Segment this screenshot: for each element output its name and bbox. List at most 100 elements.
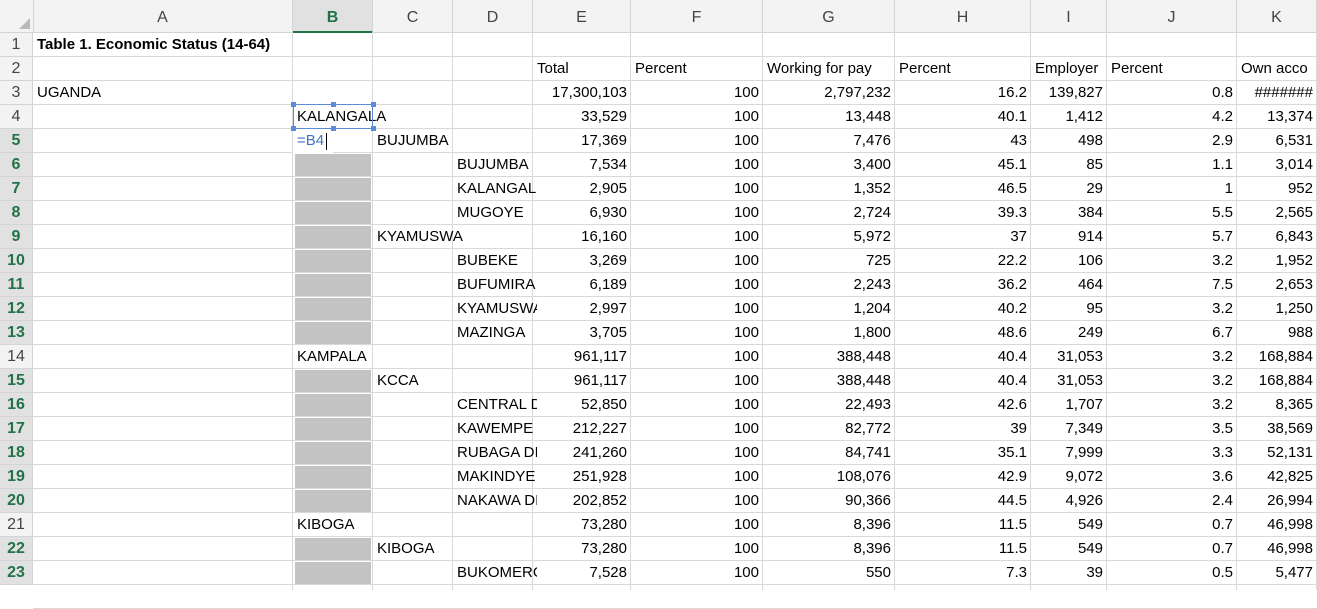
row-header-12[interactable]: 12 [0, 297, 33, 321]
cell-e11[interactable]: 6,189 [589, 276, 627, 293]
cell-d8[interactable]: MUGOYE [457, 204, 524, 221]
row-header-4[interactable]: 4 [0, 105, 33, 129]
cell-g4[interactable]: 13,448 [845, 108, 891, 125]
cell-k19[interactable]: 42,825 [1267, 468, 1313, 485]
cell-c15[interactable]: KCCA [377, 372, 419, 389]
cell-h19[interactable]: 42.9 [997, 468, 1027, 485]
shaded-cell[interactable] [295, 562, 371, 584]
column-header-f[interactable]: F [631, 0, 763, 32]
cell-k18[interactable]: 52,131 [1267, 444, 1313, 461]
cell-f7[interactable]: 100 [733, 180, 759, 197]
row-header-9[interactable]: 9 [0, 225, 33, 249]
cell-f15[interactable]: 100 [733, 372, 759, 389]
header-employer[interactable]: Employer [1035, 60, 1099, 77]
shaded-cell[interactable] [295, 466, 371, 488]
cell-g6[interactable]: 3,400 [853, 156, 891, 173]
cell-f8[interactable]: 100 [733, 204, 759, 221]
cell-f6[interactable]: 100 [733, 156, 759, 173]
cell-d18[interactable]: RUBAGA DIVISION [457, 444, 537, 461]
cell-h18[interactable]: 35.1 [997, 444, 1027, 461]
sheet-title[interactable]: Table 1. Economic Status (14-64) [37, 36, 271, 53]
cell-j13[interactable]: 6.7 [1212, 324, 1233, 341]
cell-h5[interactable]: 43 [1010, 132, 1027, 149]
row-header-11[interactable]: 11 [0, 273, 33, 297]
cell-d11[interactable]: BUFUMIRA [457, 276, 536, 293]
cell-f11[interactable]: 100 [733, 276, 759, 293]
cell-j8[interactable]: 5.5 [1212, 204, 1233, 221]
cell-f9[interactable]: 100 [733, 228, 759, 245]
header-total[interactable]: Total [537, 60, 569, 77]
cell-e23[interactable]: 7,528 [589, 564, 627, 581]
cell-k6[interactable]: 3,014 [1275, 156, 1313, 173]
row-header-16[interactable]: 16 [0, 393, 33, 417]
cell-f4[interactable]: 100 [733, 108, 759, 125]
cell-g7[interactable]: 1,352 [853, 180, 891, 197]
cell-k15[interactable]: 168,884 [1258, 372, 1313, 389]
cell-h17[interactable]: 39 [1010, 420, 1027, 437]
cell-f13[interactable]: 100 [733, 324, 759, 341]
cell-i21[interactable]: 549 [1077, 516, 1103, 533]
cell-h8[interactable]: 39.3 [997, 204, 1027, 221]
cell-k21[interactable]: 46,998 [1267, 516, 1313, 533]
cell-f5[interactable]: 100 [733, 132, 759, 149]
shaded-cell[interactable] [295, 394, 371, 416]
cell-d19[interactable]: MAKINDYE [457, 468, 536, 485]
cell-k8[interactable]: 2,565 [1275, 204, 1313, 221]
cell-f19[interactable]: 100 [733, 468, 759, 485]
cell-i3[interactable]: 139,827 [1048, 84, 1103, 101]
cell-j18[interactable]: 3.3 [1212, 444, 1233, 461]
formula-input[interactable]: =B4 [293, 129, 333, 153]
cell-j17[interactable]: 3.5 [1212, 420, 1233, 437]
cell-h20[interactable]: 44.5 [997, 492, 1027, 509]
cell-k13[interactable]: 988 [1287, 324, 1313, 341]
cell-f18[interactable]: 100 [733, 444, 759, 461]
cell-k14[interactable]: 168,884 [1258, 348, 1313, 365]
cell-i14[interactable]: 31,053 [1057, 348, 1103, 365]
cell-k11[interactable]: 2,653 [1275, 276, 1313, 293]
shaded-cell[interactable] [295, 250, 371, 272]
cell-i11[interactable]: 464 [1077, 276, 1103, 293]
cell-k5[interactable]: 6,531 [1275, 132, 1313, 149]
cell-e6[interactable]: 7,534 [589, 156, 627, 173]
cell-i20[interactable]: 4,926 [1065, 492, 1103, 509]
header-percent2[interactable]: Percent [899, 60, 951, 77]
cell-i19[interactable]: 9,072 [1065, 468, 1103, 485]
cell-d7[interactable]: KALANGAL [457, 180, 537, 197]
cell-j11[interactable]: 7.5 [1212, 276, 1233, 293]
cell-i10[interactable]: 106 [1077, 252, 1103, 269]
cell-i4[interactable]: 1,412 [1065, 108, 1103, 125]
cell-f3[interactable]: 100 [733, 84, 759, 101]
cell-e7[interactable]: 2,905 [589, 180, 627, 197]
cell-c22[interactable]: KIBOGA [377, 540, 435, 557]
cell-e22[interactable]: 73,280 [581, 540, 627, 557]
cell-k9[interactable]: 6,843 [1275, 228, 1313, 245]
cell-e14[interactable]: 961,117 [573, 348, 627, 365]
reference-handle[interactable] [291, 102, 296, 107]
row-header-5[interactable]: 5 [0, 129, 33, 153]
cell-h13[interactable]: 48.6 [997, 324, 1027, 341]
row-header-3[interactable]: 3 [0, 81, 33, 105]
cell-j20[interactable]: 2.4 [1212, 492, 1233, 509]
cell-k4[interactable]: 13,374 [1267, 108, 1313, 125]
row-header-19[interactable]: 19 [0, 465, 33, 489]
reference-handle[interactable] [331, 102, 336, 107]
cell-e13[interactable]: 3,705 [589, 324, 627, 341]
cell-h21[interactable]: 11.5 [998, 516, 1027, 533]
cell-j4[interactable]: 4.2 [1212, 108, 1233, 125]
cell-j7[interactable]: 1 [1224, 180, 1233, 197]
cell-k22[interactable]: 46,998 [1267, 540, 1313, 557]
cell-i12[interactable]: 95 [1086, 300, 1103, 317]
cell-e21[interactable]: 73,280 [581, 516, 627, 533]
column-header-a[interactable]: A [33, 0, 293, 32]
cell-b14[interactable]: KAMPALA [297, 348, 367, 365]
reference-handle[interactable] [291, 126, 296, 131]
cell-i22[interactable]: 549 [1077, 540, 1103, 557]
cell-h10[interactable]: 22.2 [997, 252, 1027, 269]
cell-j12[interactable]: 3.2 [1212, 300, 1233, 317]
cell-g10[interactable]: 725 [865, 252, 891, 269]
row-header-6[interactable]: 6 [0, 153, 33, 177]
shaded-cell[interactable] [295, 298, 371, 320]
reference-handle[interactable] [331, 126, 336, 131]
cell-g18[interactable]: 84,741 [845, 444, 891, 461]
cell-f16[interactable]: 100 [733, 396, 759, 413]
